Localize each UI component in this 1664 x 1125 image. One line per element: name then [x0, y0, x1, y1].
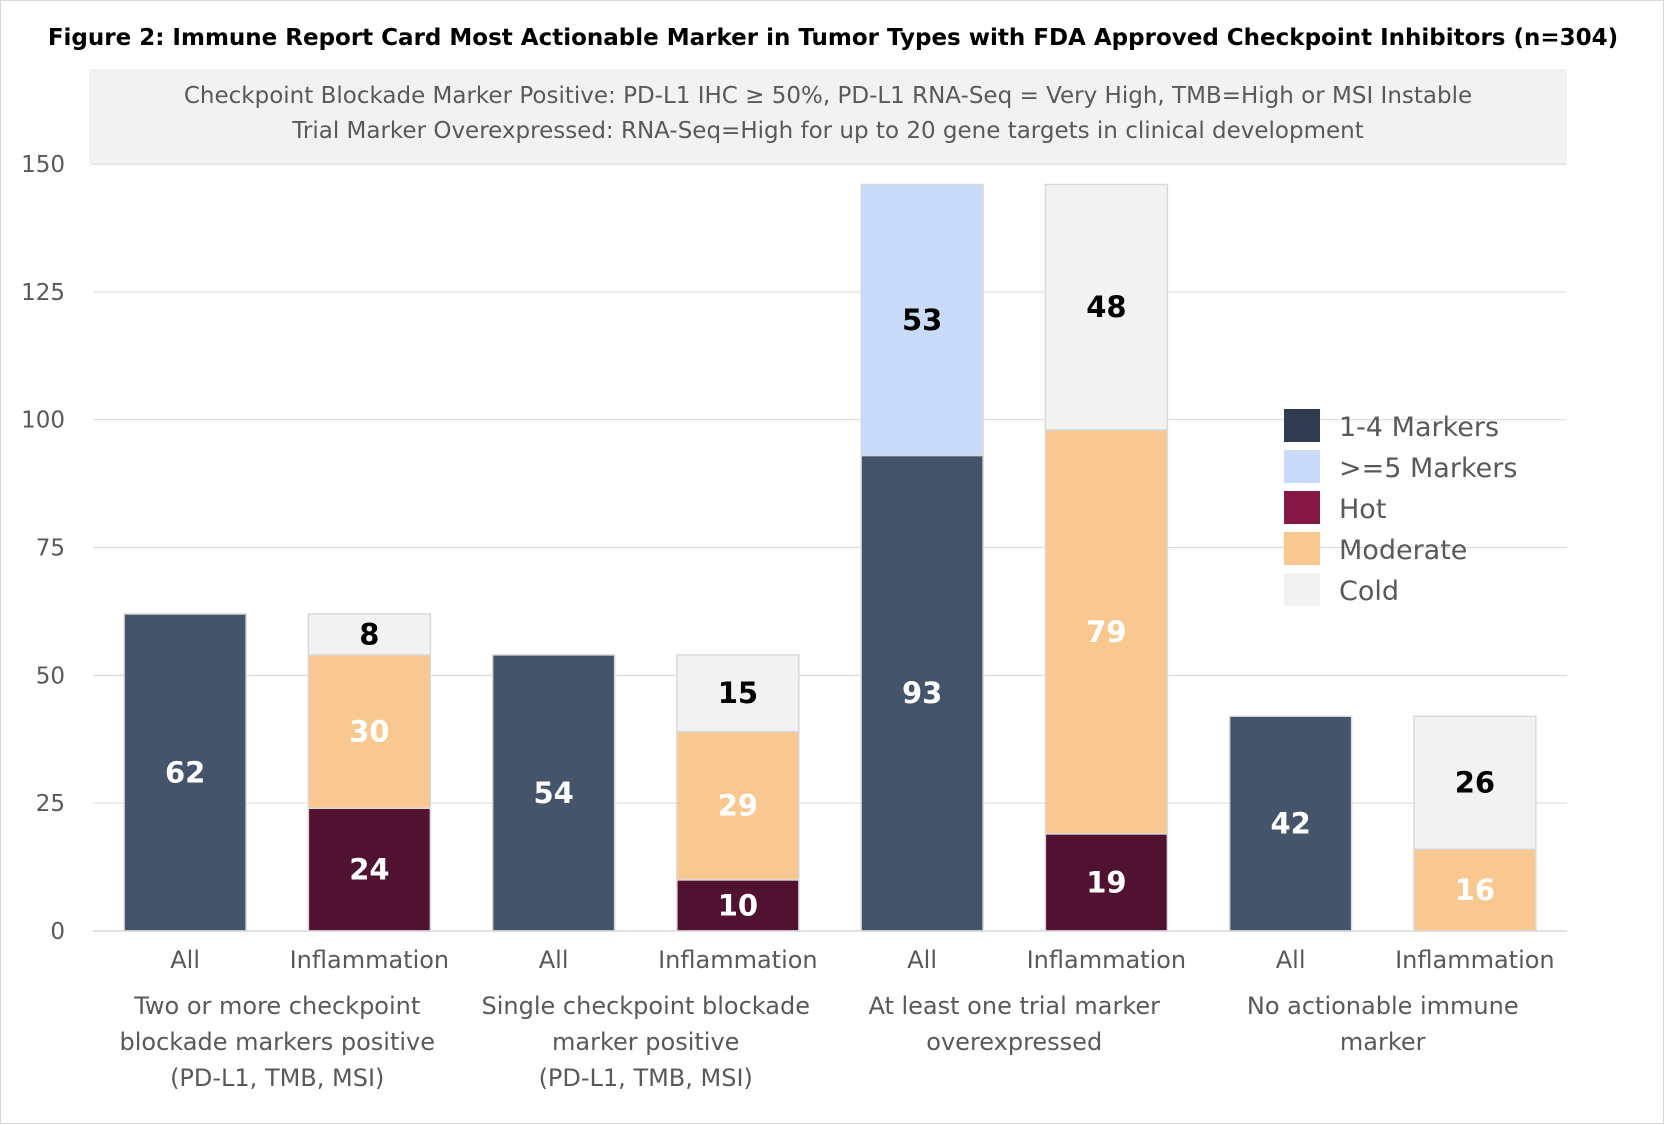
group-label: Single checkpoint blockade [482, 992, 810, 1020]
group-label: (PD-L1, TMB, MSI) [170, 1064, 384, 1092]
bar-segment [1044, 429, 1169, 835]
bar-segment [123, 613, 247, 932]
y-tick-label: 0 [50, 919, 65, 945]
bar-segment [307, 654, 432, 810]
legend-swatch [1284, 409, 1320, 442]
y-tick-label: 125 [21, 280, 65, 306]
notes-box [89, 69, 1567, 165]
note-line-1: Checkpoint Blockade Marker Positive: PD-… [184, 83, 1472, 109]
y-tick-label: 75 [36, 536, 65, 562]
y-axis: 0 25 50 75 100 125 150 [21, 152, 65, 945]
y-tick-label: 150 [21, 152, 65, 178]
legend-label: Cold [1339, 576, 1399, 607]
group-label: No actionable immune [1247, 992, 1519, 1020]
bar-segment [860, 454, 984, 932]
x-axis: All Inflammation All Inflammation All Inflamm… [93, 930, 1567, 1092]
group-label: (PD-L1, TMB, MSI) [539, 1064, 753, 1092]
bar-segment [676, 654, 800, 733]
category-label: Inflammation [290, 946, 450, 974]
data-label: 29 [718, 789, 758, 823]
data-label: 19 [1086, 865, 1126, 899]
category-label: Inflammation [658, 946, 818, 974]
category-label: All [907, 946, 937, 974]
group-label: blockade markers positive [120, 1028, 436, 1056]
legend-label: >=5 Markers [1339, 453, 1517, 484]
note-line-2: Trial Marker Overexpressed: RNA-Seq=High… [291, 118, 1364, 144]
data-label: 26 [1455, 766, 1495, 800]
bar-segment [676, 879, 800, 932]
legend-swatch [1284, 491, 1320, 524]
category-label: All [170, 946, 200, 974]
bars: 62 24 30 8 54 10 29 15 93 53 19 79 48 42 16 26 [123, 183, 1537, 932]
data-label: 15 [718, 676, 758, 710]
data-label: 24 [349, 853, 389, 887]
bar-segment [307, 613, 432, 656]
bar-segment [1413, 848, 1537, 932]
data-label: 16 [1455, 873, 1495, 907]
data-label: 93 [902, 676, 942, 710]
bar-segment [1413, 715, 1537, 850]
legend-label: 1-4 Markers [1339, 412, 1499, 443]
group-label: marker [1340, 1028, 1426, 1056]
category-label: All [539, 946, 569, 974]
data-label: 8 [359, 617, 379, 651]
data-label: 62 [165, 755, 205, 789]
y-tick-label: 100 [21, 408, 65, 434]
legend-label: Hot [1339, 494, 1386, 525]
category-label: Inflammation [1027, 946, 1187, 974]
legend-swatch [1284, 573, 1320, 606]
group-label: marker positive [552, 1028, 739, 1056]
category-label: Inflammation [1395, 946, 1555, 974]
y-tick-label: 50 [36, 663, 65, 689]
group-label: overexpressed [926, 1028, 1102, 1056]
data-label: 54 [533, 776, 573, 810]
data-label: 53 [902, 303, 942, 337]
group-label: Two or more checkpoint [133, 992, 420, 1020]
group-label: At least one trial marker [868, 992, 1160, 1020]
data-label: 10 [718, 888, 758, 922]
bar-segment [860, 183, 984, 457]
data-label: 79 [1086, 615, 1126, 649]
chart-title: Figure 2: Immune Report Card Most Action… [48, 25, 1618, 51]
bar-segment [1228, 715, 1353, 932]
data-label: 30 [349, 715, 389, 749]
bar-segment [1044, 183, 1169, 431]
data-label: 42 [1270, 807, 1310, 841]
legend-label: Moderate [1339, 535, 1467, 566]
category-label: All [1276, 946, 1306, 974]
data-label: 48 [1086, 290, 1126, 324]
y-tick-label: 25 [36, 791, 65, 817]
legend: 1-4 Markers >=5 Markers Hot Moderate Cold [1284, 409, 1517, 607]
legend-swatch [1284, 532, 1320, 565]
legend-swatch [1284, 450, 1320, 483]
